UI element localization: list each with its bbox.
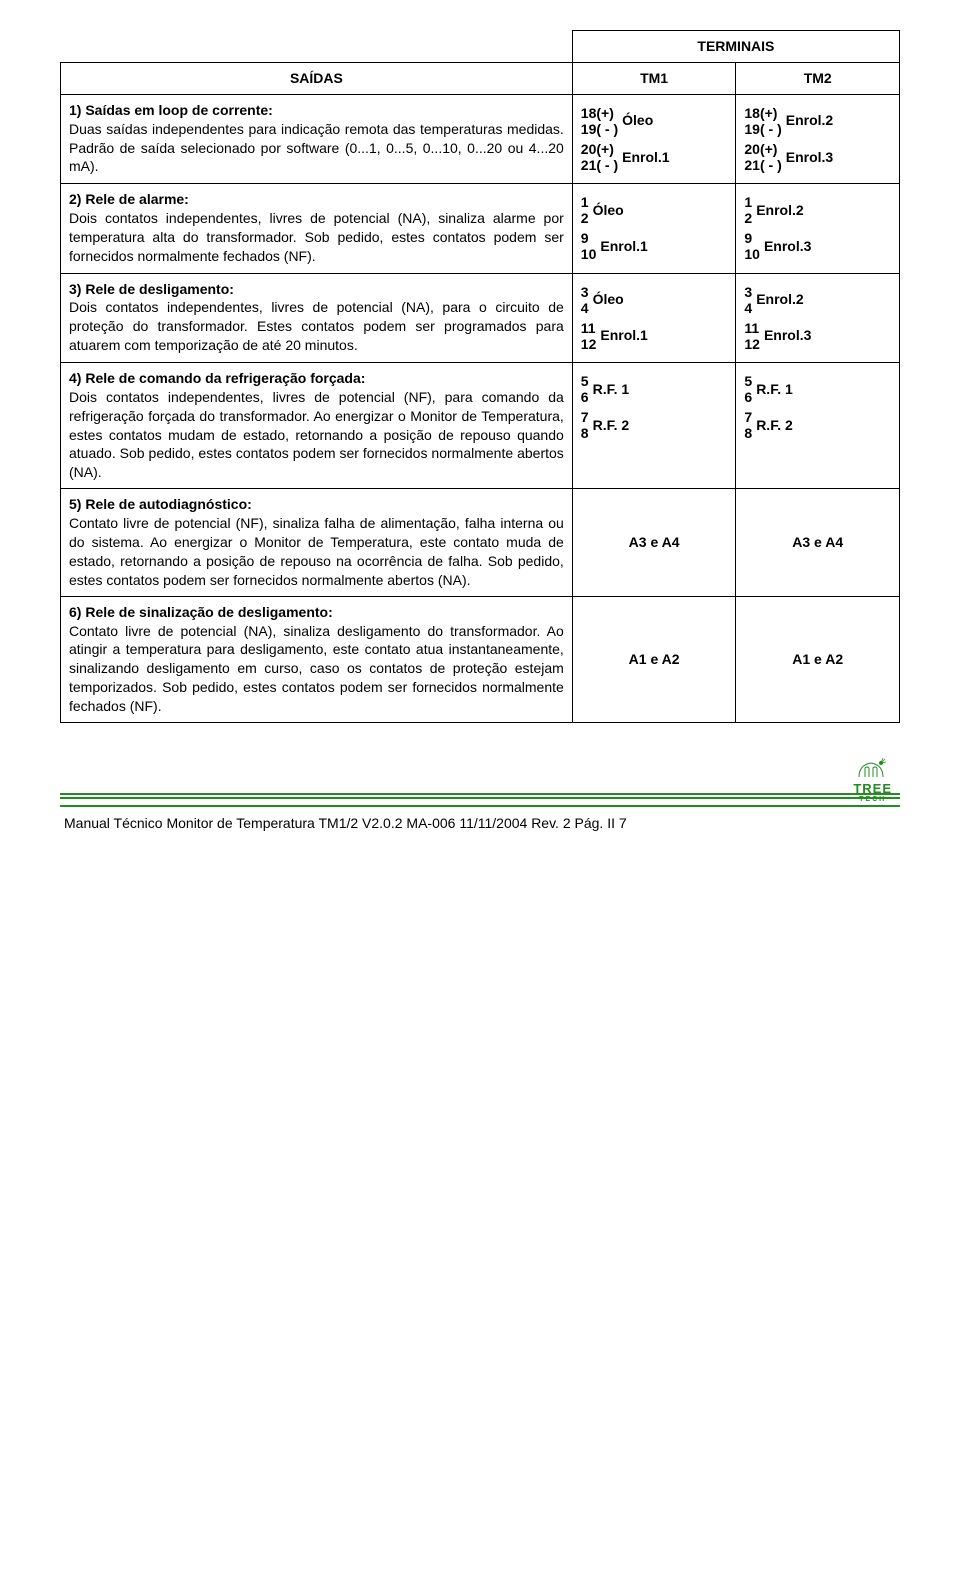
table-row: 1) Saídas em loop de corrente: Duas saíd… [61,94,900,183]
row-title: 2) Rele de alarme: [69,191,189,207]
saidas-cell: 2) Rele de alarme: Dois contatos indepen… [61,184,573,273]
row-body: Dois contatos independentes, livres de p… [69,389,564,481]
tm1-cell: A3 e A4 [572,489,736,596]
logo-text: TREE [853,781,892,796]
table-row: 5) Rele de autodiagnóstico: Contato livr… [61,489,900,596]
row-body: Duas saídas independentes para indicação… [69,121,564,175]
row-title: 3) Rele de desligamento: [69,281,234,297]
tm2-cell: A3 e A4 [736,489,900,596]
saidas-cell: 1) Saídas em loop de corrente: Duas saíd… [61,94,573,183]
logo-subtext: TECH [853,796,892,803]
tm2-cell: 12 Enrol.2 910 Enrol.3 [736,184,900,273]
page-content: TERMINAIS SAÍDAS TM1 TM2 1) Saídas em lo… [0,0,960,867]
row-title: 6) Rele de sinalização de desligamento: [69,604,333,620]
tm1-cell: 18(+)19( - ) Óleo 20(+)21( - ) Enrol.1 [572,94,736,183]
header-row-2: SAÍDAS TM1 TM2 [61,62,900,94]
tree-icon [853,757,889,781]
tm2-cell: 34 Enrol.2 1112 Enrol.3 [736,273,900,362]
terminals-table: TERMINAIS SAÍDAS TM1 TM2 1) Saídas em lo… [60,30,900,723]
header-row-1: TERMINAIS [61,31,900,63]
saidas-cell: 6) Rele de sinalização de desligamento: … [61,596,573,722]
tm1-cell: 56 R.F. 1 78 R.F. 2 [572,362,736,488]
table-row: 2) Rele de alarme: Dois contatos indepen… [61,184,900,273]
footer-text-row: Manual Técnico Monitor de Temperatura TM… [60,815,900,847]
row-body: Dois contatos independentes, livres de p… [69,210,564,264]
tm2-cell: A1 e A2 [736,596,900,722]
footer-left: Manual Técnico Monitor de Temperatura TM… [64,815,627,831]
saidas-cell: 3) Rele de desligamento: Dois contatos i… [61,273,573,362]
row-title: 1) Saídas em loop de corrente: [69,102,273,118]
tm2-header: TM2 [736,62,900,94]
blank-header [61,31,573,63]
saidas-cell: 4) Rele de comando da refrigeração força… [61,362,573,488]
row-title: 4) Rele de comando da refrigeração força… [69,370,365,386]
terminais-header: TERMINAIS [572,31,899,63]
table-row: 6) Rele de sinalização de desligamento: … [61,596,900,722]
table-row: 4) Rele de comando da refrigeração força… [61,362,900,488]
tm1-cell: 34 Óleo 1112 Enrol.1 [572,273,736,362]
row-title: 5) Rele de autodiagnóstico: [69,496,252,512]
saidas-header: SAÍDAS [61,62,573,94]
logo: TREE TECH [853,757,892,803]
footer-divider [60,793,900,807]
tm1-cell: A1 e A2 [572,596,736,722]
row-body: Dois contatos independentes, livres de p… [69,299,564,353]
tm1-header: TM1 [572,62,736,94]
footer-bar: TREE TECH [60,793,900,813]
tm2-cell: 18(+)19( - ) Enrol.2 20(+)21( - ) Enrol.… [736,94,900,183]
table-row: 3) Rele de desligamento: Dois contatos i… [61,273,900,362]
row-body: Contato livre de potencial (NA), sinaliz… [69,623,564,715]
row-body: Contato livre de potencial (NF), sinaliz… [69,515,564,588]
tm1-cell: 12 Óleo 910 Enrol.1 [572,184,736,273]
tm2-cell: 56 R.F. 1 78 R.F. 2 [736,362,900,488]
saidas-cell: 5) Rele de autodiagnóstico: Contato livr… [61,489,573,596]
